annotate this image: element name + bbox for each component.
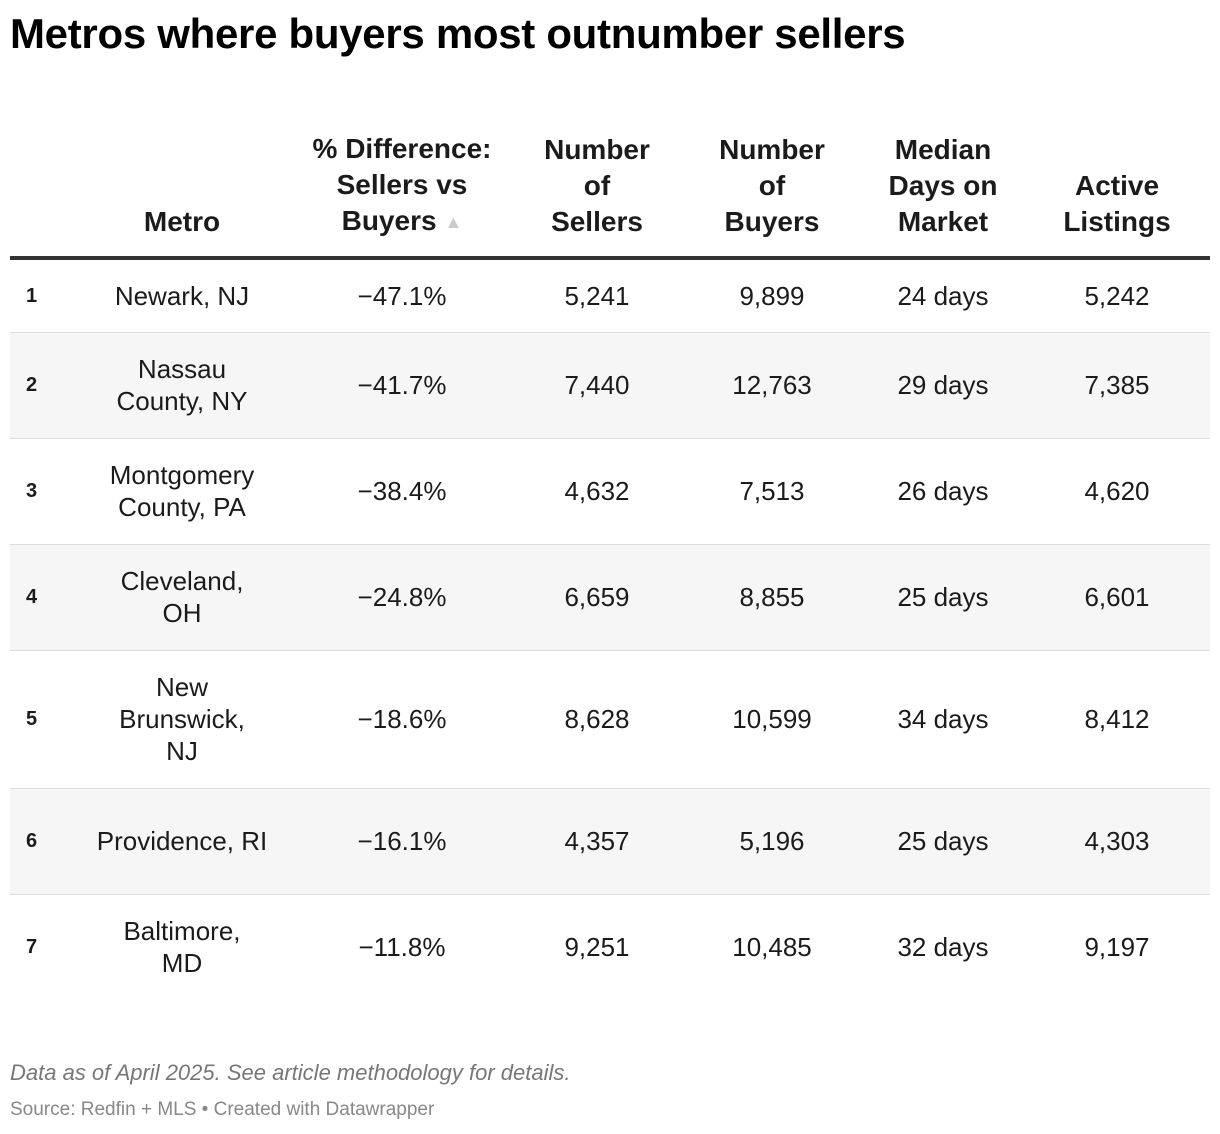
cell-pct-diff: −24.8% <box>292 544 512 651</box>
cell-sellers: 6,659 <box>512 544 682 651</box>
cell-metro: New Brunswick, NJ <box>72 650 292 789</box>
column-header-buyers[interactable]: Number of Buyers <box>682 110 862 260</box>
cell-rank: 4 <box>10 544 72 651</box>
cell-buyers: 5,196 <box>682 788 862 895</box>
column-header-days[interactable]: Median Days on Market <box>862 110 1024 260</box>
column-header-pct-diff[interactable]: % Difference: Sellers vs Buyers ▲ <box>292 110 512 260</box>
cell-days: 29 days <box>862 332 1024 439</box>
cell-days: 34 days <box>862 650 1024 789</box>
cell-rank: 1 <box>10 258 72 333</box>
cell-listings: 4,620 <box>1024 438 1210 545</box>
column-header-metro[interactable]: Metro <box>72 110 292 260</box>
cell-listings: 8,412 <box>1024 650 1210 789</box>
cell-listings: 5,242 <box>1024 258 1210 333</box>
column-header-label: Active Listings <box>1063 170 1171 237</box>
cell-pct-diff: −41.7% <box>292 332 512 439</box>
cell-sellers: 4,357 <box>512 788 682 895</box>
cell-buyers: 10,599 <box>682 650 862 789</box>
cell-buyers: 9,899 <box>682 258 862 333</box>
column-header-listings[interactable]: Active Listings <box>1024 110 1210 260</box>
cell-listings: 6,601 <box>1024 544 1210 651</box>
chart-title: Metros where buyers most outnumber selle… <box>10 10 906 57</box>
cell-pct-diff: −16.1% <box>292 788 512 895</box>
column-header-sellers[interactable]: Number of Sellers <box>512 110 682 260</box>
table-row: 1 Newark, NJ −47.1% 5,241 9,899 24 days … <box>10 258 1210 333</box>
header-row: Metro % Difference: Sellers vs Buyers ▲ N… <box>10 110 1210 260</box>
table-row: 5 New Brunswick, NJ −18.6% 8,628 10,599 … <box>10 650 1210 789</box>
cell-days: 32 days <box>897 932 989 963</box>
cell-metro: Providence, RI <box>72 788 292 895</box>
cell-sellers: 4,632 <box>512 438 682 545</box>
cell-metro: Cleveland, OH <box>72 544 292 651</box>
cell-days: 25 days <box>862 544 1024 651</box>
cell-rank: 6 <box>10 788 72 895</box>
cell-metro: Baltimore, MD <box>123 916 241 979</box>
column-header-label: Number of Sellers <box>544 134 650 237</box>
cell-sellers: 5,241 <box>512 258 682 333</box>
cell-listings: 9,197 <box>1084 932 1150 963</box>
triangle-up-icon: ▲ <box>444 212 463 232</box>
cell-rank: 2 <box>10 332 72 439</box>
table-row: 6 Providence, RI −16.1% 4,357 5,196 25 d… <box>10 788 1210 895</box>
cell-buyers: 8,855 <box>682 544 862 651</box>
cell-metro: Newark, NJ <box>72 258 292 333</box>
cell-pct-diff: −18.6% <box>292 650 512 789</box>
cell-pct-diff: −38.4% <box>292 438 512 545</box>
column-header-label: Number of Buyers <box>719 134 825 237</box>
data-table: Metro % Difference: Sellers vs Buyers ▲ N… <box>10 110 1210 1000</box>
cell-listings: 4,303 <box>1024 788 1210 895</box>
cell-days: 24 days <box>862 258 1024 333</box>
column-header-label: Median Days on Market <box>888 134 998 237</box>
column-header-label: Metro <box>143 206 221 237</box>
column-header-rank[interactable] <box>10 110 72 260</box>
table-row: 3 Montgomery County, PA −38.4% 4,632 7,5… <box>10 438 1210 545</box>
cell-sellers: 7,440 <box>512 332 682 439</box>
cell-days: 26 days <box>862 438 1024 545</box>
cell-buyers: 10,485 <box>732 932 812 963</box>
source-line: Source: Redfin + MLS • Created with Data… <box>10 1099 435 1120</box>
cell-rank: 7 <box>26 936 38 959</box>
cell-sellers: 8,628 <box>512 650 682 789</box>
cell-pct-diff: −47.1% <box>292 258 512 333</box>
data-note: Data as of April 2025. See article metho… <box>10 1060 571 1085</box>
cell-days: 25 days <box>862 788 1024 895</box>
cell-buyers: 12,763 <box>682 332 862 439</box>
table-row: 7 Baltimore, MD −11.8% 9,251 10,485 32 d… <box>10 894 1210 1000</box>
column-header-label: % Difference: Sellers vs Buyers <box>312 133 492 236</box>
cell-rank: 5 <box>10 650 72 789</box>
table-row: 2 Nassau County, NY −41.7% 7,440 12,763 … <box>10 332 1210 439</box>
cell-listings: 7,385 <box>1024 332 1210 439</box>
cell-metro: Nassau County, NY <box>72 332 292 439</box>
table-row: 4 Cleveland, OH −24.8% 6,659 8,855 25 da… <box>10 544 1210 651</box>
cell-metro: Montgomery County, PA <box>72 438 292 545</box>
cell-sellers: 9,251 <box>564 932 630 963</box>
cell-rank: 3 <box>10 438 72 545</box>
cell-buyers: 7,513 <box>682 438 862 545</box>
cell-pct-diff: −11.8% <box>358 932 446 963</box>
